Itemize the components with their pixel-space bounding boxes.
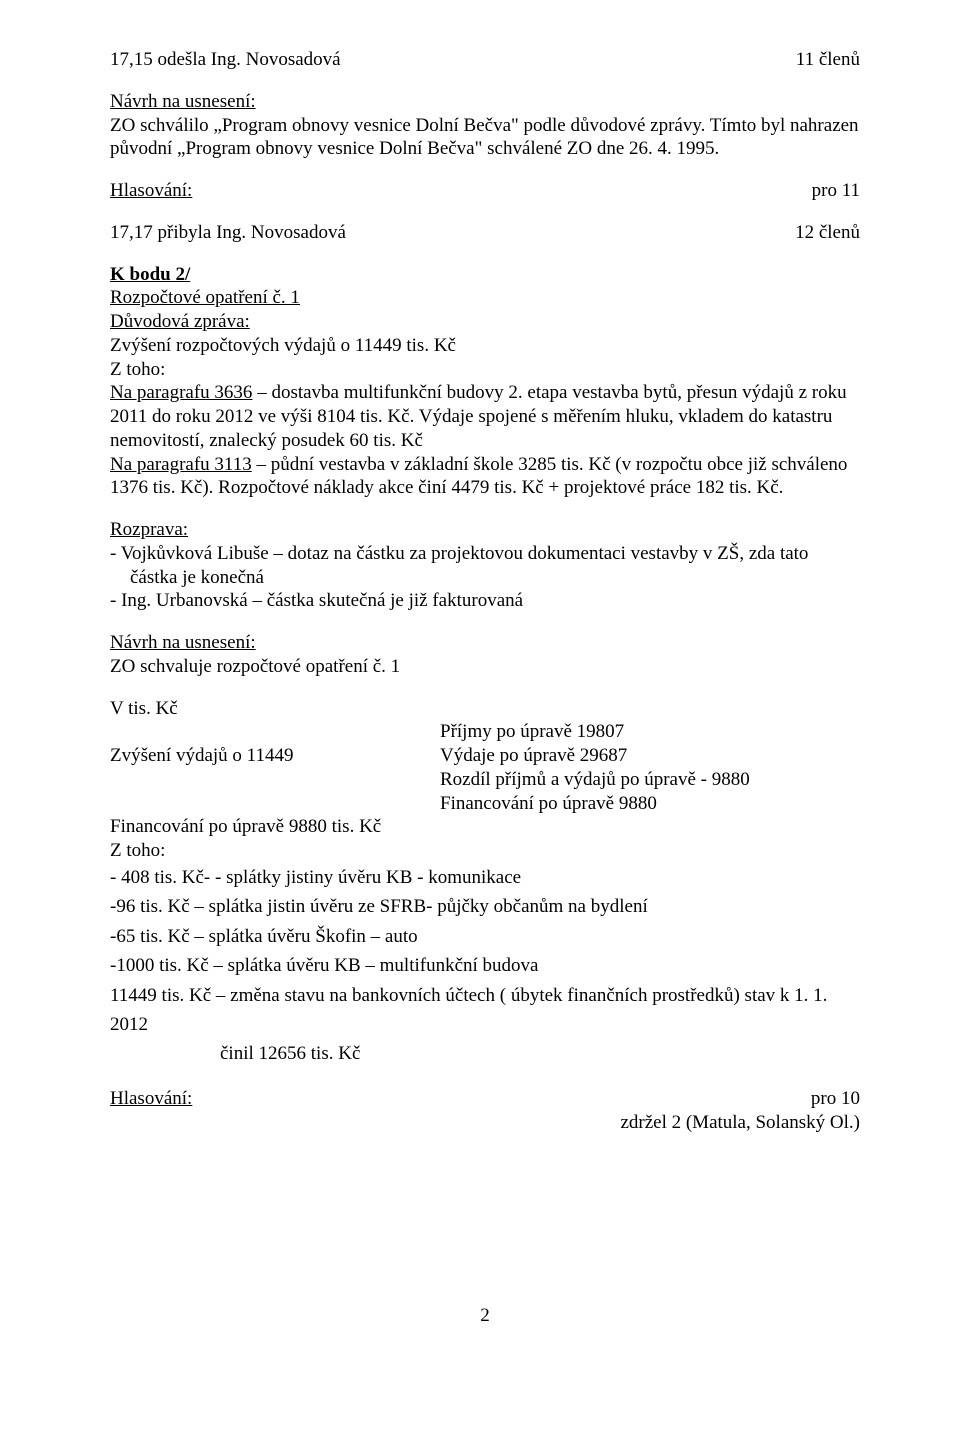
departure-text: 17,15 odešla Ing. Novosadová	[110, 48, 341, 72]
para-3113-underline: Na paragrafu 3113	[110, 454, 252, 475]
debate-line-2: - Ing. Urbanovská – částka skutečná je j…	[110, 589, 860, 613]
vote-line-1: Hlasování: pro 11	[110, 179, 860, 203]
proposal-heading-2: Návrh na usnesení:	[110, 631, 860, 655]
repay-408: - 408 tis. Kč- - splátky jistiny úvěru K…	[110, 863, 860, 892]
vote-result-2b: zdržel 2 (Matula, Solanský Ol.)	[110, 1111, 860, 1135]
increase-expenses: Zvýšení výdajů o 11449	[110, 744, 440, 768]
change-11449-b: činil 12656 tis. Kč	[110, 1039, 860, 1068]
vote-label-1: Hlasování:	[110, 179, 192, 203]
vote-result-1: pro 11	[812, 179, 860, 203]
arrival-text: 17,17 přibyla Ing. Novosadová	[110, 221, 346, 245]
vote-label-2: Hlasování:	[110, 1087, 192, 1111]
para-3636: Na paragrafu 3636 – dostavba multifunkčn…	[110, 381, 860, 452]
financing-after-r: Financování po úpravě 9880	[440, 792, 860, 816]
repay-96: -96 tis. Kč – splátka jistin úvěru ze SF…	[110, 892, 860, 921]
repay-65: -65 tis. Kč – splátka úvěru Škofin – aut…	[110, 922, 860, 951]
proposal-heading-1: Návrh na usnesení:	[110, 90, 860, 114]
vote-result-2a: pro 10	[811, 1087, 860, 1111]
rationale-line-1: Zvýšení rozpočtových výdajů o 11449 tis.…	[110, 334, 860, 358]
debate-line-1: - Vojkůvková Libuše – dotaz na částku za…	[110, 542, 860, 590]
budget-row-1: Příjmy po úpravě 19807	[110, 720, 860, 744]
financing-tis: Financování po úpravě 9880 tis. Kč	[110, 815, 860, 839]
budget-row-3: Rozdíl příjmů a výdajů po úpravě - 9880	[110, 768, 860, 792]
vote-line-2: Hlasování: pro 10	[110, 1087, 860, 1111]
para-3636-underline: Na paragrafu 3636	[110, 382, 252, 403]
line-arrival: 17,17 přibyla Ing. Novosadová 12 členů	[110, 221, 860, 245]
rationale-heading: Důvodová zpráva:	[110, 310, 860, 334]
budget-row-4: Financování po úpravě 9880	[110, 792, 860, 816]
para-3113: Na paragrafu 3113 – půdní vestavba v zák…	[110, 453, 860, 501]
difference-after: Rozdíl příjmů a výdajů po úpravě - 9880	[440, 768, 860, 792]
rationale-line-2: Z toho:	[110, 358, 860, 382]
line-departure: 17,15 odešla Ing. Novosadová 11 členů	[110, 48, 860, 72]
debate-heading: Rozprava:	[110, 518, 860, 542]
kbodu-heading: K bodu 2/	[110, 263, 860, 287]
member-count-12: 12 členů	[795, 221, 860, 245]
change-11449: 11449 tis. Kč – změna stavu na bankovníc…	[110, 981, 860, 1040]
proposal-body-1: ZO schválilo „Program obnovy vesnice Dol…	[110, 114, 860, 162]
member-count-11: 11 členů	[796, 48, 860, 72]
page-number: 2	[110, 1304, 860, 1328]
income-after: Příjmy po úpravě 19807	[440, 720, 860, 744]
expenses-after: Výdaje po úpravě 29687	[440, 744, 860, 768]
z-toho-2: Z toho:	[110, 839, 860, 863]
repay-1000: -1000 tis. Kč – splátka úvěru KB – multi…	[110, 951, 860, 980]
v-tis-kc: V tis. Kč	[110, 697, 860, 721]
budget-measure-heading: Rozpočtové opatření č. 1	[110, 286, 860, 310]
budget-row-2: Zvýšení výdajů o 11449 Výdaje po úpravě …	[110, 744, 860, 768]
proposal-body-2: ZO schvaluje rozpočtové opatření č. 1	[110, 655, 860, 679]
